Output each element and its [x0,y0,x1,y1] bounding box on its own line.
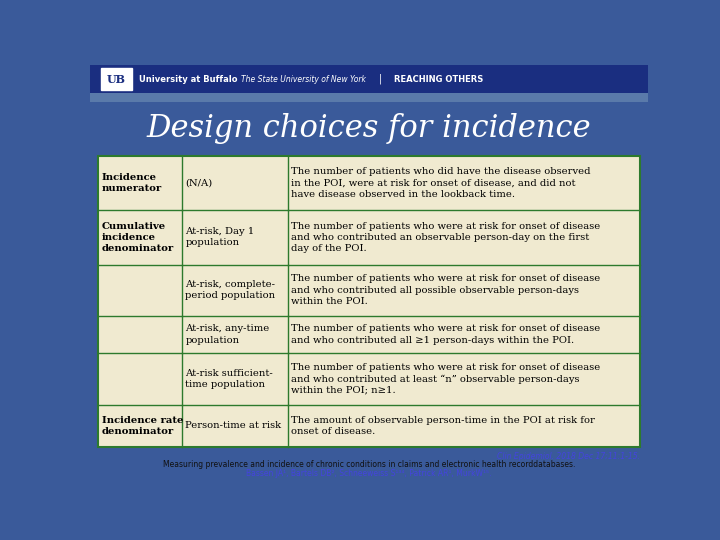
Text: |: | [379,74,382,84]
Bar [90,65,648,93]
Bar [99,156,639,447]
Text: The number of patients who were at risk for onset of disease
and who contributed: The number of patients who were at risk … [292,274,600,306]
Bar [90,93,648,102]
Text: UB: UB [107,73,126,85]
Text: At-risk, any-time
population: At-risk, any-time population [186,325,270,345]
Text: Incidence rate
denominator: Incidence rate denominator [102,416,183,436]
Text: University at Buffalo: University at Buffalo [139,75,238,84]
Text: The number of patients who were at risk for onset of disease
and who contributed: The number of patients who were at risk … [292,222,600,253]
Text: Measuring prevalence and incidence of chronic conditions in claims and electroni: Measuring prevalence and incidence of ch… [163,460,575,469]
Text: Bassen JA¹, Bartels DB², Schneeweiss S¹³⁴, Patrick AR¹, MurkW¹⁵.: Bassen JA¹, Bartels DB², Schneeweiss S¹³… [246,469,492,477]
Text: At-risk, Day 1
population: At-risk, Day 1 population [186,227,255,247]
Text: Cumulative
incidence
denominator: Cumulative incidence denominator [102,222,174,253]
Text: At-risk sufficient-
time population: At-risk sufficient- time population [186,369,273,389]
Text: REACHING OTHERS: REACHING OTHERS [394,75,483,84]
Text: Person-time at risk: Person-time at risk [186,421,282,430]
Text: Design choices for incidence: Design choices for incidence [147,113,591,144]
Text: (N/A): (N/A) [186,179,212,187]
Bar [101,68,132,90]
Text: The State University of New York: The State University of New York [240,75,366,84]
Text: The number of patients who were at risk for onset of disease
and who contributed: The number of patients who were at risk … [292,325,600,345]
Text: The number of patients who did have the disease observed
in the POI, were at ris: The number of patients who did have the … [292,167,591,199]
Text: The amount of observable person-time in the POI at risk for
onset of disease.: The amount of observable person-time in … [292,416,595,436]
Text: At-risk, complete-
period population: At-risk, complete- period population [186,280,276,300]
Text: Incidence
numerator: Incidence numerator [102,173,162,193]
Text: The number of patients who were at risk for onset of disease
and who contributed: The number of patients who were at risk … [292,363,600,395]
Text: Clin Epidemiol. 2018 Dec 17;11:1-15.: Clin Epidemiol. 2018 Dec 17;11:1-15. [497,453,639,461]
